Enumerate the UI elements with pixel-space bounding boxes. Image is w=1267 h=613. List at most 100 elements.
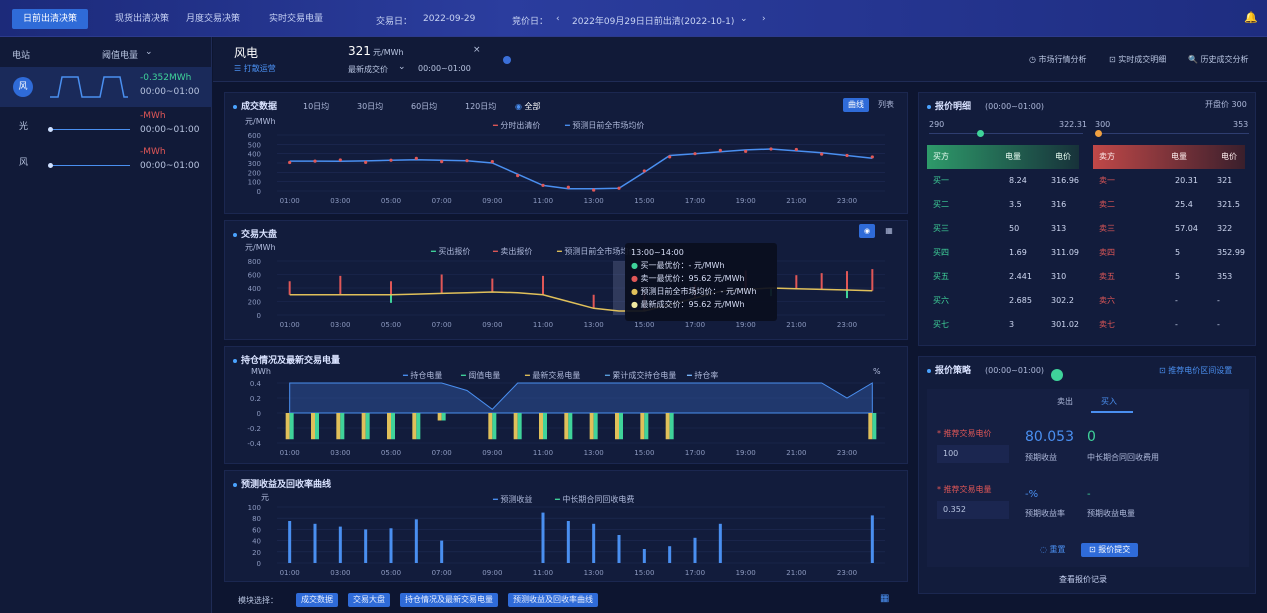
price-type-select[interactable]: 最新成交价 — [348, 65, 388, 74]
table-row[interactable]: 卖六 - - — [1093, 289, 1245, 313]
bar-latest — [441, 413, 446, 421]
range-slider-buy[interactable] — [977, 130, 984, 137]
legend-item[interactable]: ━ 卖出报价 — [493, 247, 533, 256]
tab-sell[interactable]: 卖出 — [1057, 397, 1073, 406]
table-cell: 316 — [1051, 200, 1067, 209]
filter-10[interactable]: 10日均 — [303, 102, 330, 111]
chart-position: 0.4 0.2 0 -0.2 -0.4 01:00 03:00 05:00 07:00 09:00… — [247, 380, 885, 457]
table-row[interactable]: 买四 1.69 311.09 — [927, 241, 1079, 265]
price-input[interactable]: 100 — [937, 445, 1009, 463]
table-row[interactable]: 买七 3 301.02 — [927, 313, 1079, 337]
legend-item[interactable]: ━ 买出报价 — [431, 247, 471, 256]
legend-item[interactable]: ━ 分时出清价 — [493, 121, 541, 130]
legend-item[interactable]: ━ 阈值电量 — [461, 371, 501, 380]
legend-item[interactable]: ━ 累计成交持仓电量 — [605, 371, 677, 380]
time-select[interactable]: 00:00~01:00 — [418, 64, 471, 73]
y-tick-label: 0 — [257, 410, 261, 418]
station-row[interactable]: 风 -0.352MWh 00:00~01:00 — [0, 67, 212, 107]
submit-button[interactable]: ⊡ 报价提交 — [1081, 543, 1139, 557]
x-tick-label: 11:00 — [533, 449, 553, 457]
grid-icon[interactable]: ▦ — [880, 593, 890, 604]
bid-day-select[interactable]: 2022年09月29日日前出清(2022-10-1) — [572, 17, 735, 27]
legend-item[interactable]: ━ 中长期合同回收电费 — [555, 495, 635, 504]
volume-input[interactable]: 0.352 — [937, 501, 1009, 519]
x-tick-label: 19:00 — [736, 197, 756, 205]
station-row[interactable]: 光 -MWh 00:00~01:00 — [0, 109, 212, 149]
filter-all[interactable]: ◉ 全部 — [515, 102, 541, 111]
x-tick-label: 13:00 — [584, 449, 604, 457]
y-tick-label: 40 — [252, 538, 261, 546]
table-cell: 353 — [1217, 272, 1233, 281]
station-row[interactable]: 风 -MWh 00:00~01:00 — [0, 147, 212, 187]
table-cell: 卖六 — [1099, 296, 1115, 305]
realtime-detail-link[interactable]: ⊡ 实时成交明细 — [1109, 55, 1167, 64]
module-btn-revenue[interactable]: 预测收益及回收率曲线 — [508, 593, 598, 607]
legend-item[interactable]: ━ 预测收益 — [493, 495, 533, 504]
price-range-setting-link[interactable]: ⊡ 推荐电价区间设置 — [1159, 366, 1233, 375]
module-btn-board[interactable]: 交易大盘 — [348, 593, 390, 607]
y-tick-label: 300 — [248, 160, 261, 168]
table-row[interactable]: 卖四 5 352.99 — [1093, 241, 1245, 265]
revenue-bar — [364, 529, 368, 563]
filter-60[interactable]: 60日均 — [411, 102, 438, 111]
prev-arrow-icon[interactable]: ‹ — [556, 14, 560, 24]
panel-market-board: 交易大盘 ◉ ▦ 元/MWh ━ 买出报价 ━ 卖出报价 ━ 预测日前全市场均价… — [224, 220, 908, 340]
legend-item[interactable]: ━ 持仓电量 — [403, 371, 443, 380]
toggle-list[interactable]: 列表 — [878, 100, 894, 109]
chart-view-icon[interactable]: ◉ — [859, 224, 875, 238]
market-analysis-link[interactable]: ◷ 市场行情分析 — [1029, 55, 1087, 64]
table-row[interactable]: 卖七 - - — [1093, 313, 1245, 337]
chevron-down-icon[interactable]: ⌄ — [145, 47, 153, 57]
expected-revenue-label: 预期收益 — [1025, 453, 1057, 462]
filter-120[interactable]: 120日均 — [465, 102, 497, 111]
history-analysis-link[interactable]: 🔍 历史成交分析 — [1188, 55, 1249, 64]
market-sub[interactable]: ☰ 打散运营 — [234, 64, 276, 73]
table-cell: 1.69 — [1009, 248, 1027, 257]
module-btn-position[interactable]: 持仓情况及最新交易电量 — [400, 593, 498, 607]
table-row[interactable]: 卖五 5 353 — [1093, 265, 1245, 289]
trade-day-value[interactable]: 2022-09-29 — [423, 14, 476, 24]
legend-item[interactable]: ━ 持仓率 — [687, 371, 719, 380]
toggle-curve[interactable]: 曲线 — [843, 98, 869, 112]
y-axis-label: 元/MWh — [245, 117, 276, 126]
legend-item[interactable]: ━ 最新交易电量 — [525, 371, 581, 380]
x-tick-label: 03:00 — [330, 197, 350, 205]
close-icon[interactable]: × — [473, 45, 481, 55]
bell-icon[interactable]: 🔔 — [1244, 11, 1258, 24]
table-cell: 5 — [1175, 272, 1181, 281]
quote-record-link[interactable]: 查看报价记录 — [1059, 575, 1107, 584]
table-row[interactable]: 卖一 20.31 321 — [1093, 169, 1245, 193]
tab-monthly[interactable]: 月度交易决策 — [186, 14, 241, 24]
tab-day-ahead[interactable]: 日前出清决策 — [12, 9, 89, 29]
table-cell: 57.04 — [1175, 224, 1198, 233]
x-tick-label: 01:00 — [280, 569, 300, 577]
chevron-down-icon[interactable]: ⌄ — [740, 14, 748, 24]
module-btn-trade[interactable]: 成交数据 — [296, 593, 338, 607]
bid-day-label: 竞价日： — [512, 17, 549, 27]
table-row[interactable]: 买二 3.5 316 — [927, 193, 1079, 217]
table-view-icon[interactable]: ▦ — [885, 226, 893, 235]
table-row[interactable]: 买一 8.24 316.96 — [927, 169, 1079, 193]
x-tick-label: 21:00 — [786, 569, 806, 577]
bar-threshold — [564, 413, 569, 440]
filter-30[interactable]: 30日均 — [357, 102, 384, 111]
table-row[interactable]: 卖三 57.04 322 — [1093, 217, 1245, 241]
reset-button[interactable]: ◌ 重置 — [1040, 545, 1066, 554]
table-row[interactable]: 卖二 25.4 321.5 — [1093, 193, 1245, 217]
next-arrow-icon[interactable]: › — [762, 14, 766, 24]
table-row[interactable]: 买三 50 313 — [927, 217, 1079, 241]
revenue-volume-label: 预期收益电量 — [1087, 509, 1135, 518]
range-slider-sell[interactable] — [1095, 130, 1102, 137]
table-row[interactable]: 买六 2.685 302.2 — [927, 289, 1079, 313]
chevron-down-icon[interactable]: ⌄ — [398, 62, 406, 72]
tab-realtime[interactable]: 实时交易电量 — [269, 14, 324, 24]
range-left-max: 322.31 — [1059, 120, 1087, 129]
legend-item[interactable]: ━ 预测日前全市场均价 — [565, 121, 645, 130]
tab-buy[interactable]: 买入 — [1101, 397, 1117, 406]
station-value: -MWh — [140, 147, 166, 157]
col-threshold[interactable]: 阈值电量 — [102, 51, 139, 61]
legend-item[interactable]: ━ 预测日前全市场均价 — [557, 247, 637, 256]
tab-spot[interactable]: 现货出清决策 — [115, 14, 170, 24]
table-row[interactable]: 买五 2.441 310 — [927, 265, 1079, 289]
x-tick-label: 19:00 — [736, 569, 756, 577]
